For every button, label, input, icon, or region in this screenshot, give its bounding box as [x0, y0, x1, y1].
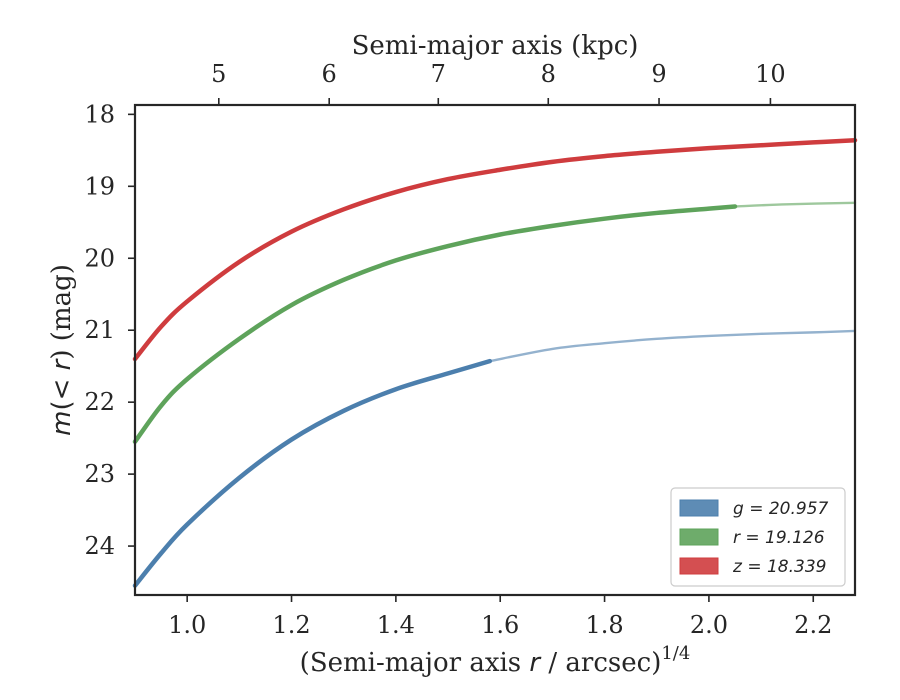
legend-label-g: g = 20.957: [733, 499, 829, 519]
x-tick-label: 1.2: [272, 611, 310, 639]
x-axis-title: (Semi-major axis r / arcsec)1/4: [300, 643, 691, 678]
legend: g = 20.957 r = 19.126 z = 18.339: [670, 487, 846, 587]
top-tick-label: 8: [541, 60, 556, 88]
x-tick-label: 1.0: [168, 611, 206, 639]
y-tick-label: 23: [84, 460, 115, 488]
x-tick-label: 1.6: [481, 611, 519, 639]
top-axis-title: Semi-major axis (kpc): [352, 31, 639, 61]
legend-label-r: r = 19.126: [733, 528, 825, 548]
y-tick-label: 24: [84, 532, 115, 560]
plot-frame: [133, 103, 857, 597]
y-tick-label: 19: [84, 172, 115, 200]
top-tick-label: 10: [755, 60, 786, 88]
series-r-extrapolated-line: [733, 201, 857, 208]
legend-swatch-z: [679, 557, 719, 575]
top-tick-label: 7: [431, 60, 446, 88]
series-z-line: [132, 138, 858, 362]
legend-swatch-g: [679, 499, 719, 517]
series-g-line: [132, 358, 493, 588]
x-tick-label: 1.8: [585, 611, 623, 639]
legend-label-z: z = 18.339: [732, 557, 826, 577]
x-axis-title-sup: 1/4: [661, 643, 690, 664]
y-tick-label: 21: [84, 316, 115, 344]
x-tick-label: 1.4: [377, 611, 415, 639]
y-tick-label: 22: [84, 388, 115, 416]
x-tick-label: 2.2: [794, 611, 832, 639]
x-axis-title-rest: / arcsec): [540, 648, 661, 678]
x-axis-title-main: (Semi-major axis: [300, 648, 530, 678]
top-tick-label: 6: [322, 60, 337, 88]
y-tick-label: 18: [84, 100, 115, 128]
y-axis-title-paren: (<: [47, 370, 77, 410]
y-axis-title-var: m: [47, 411, 77, 436]
series-layer: [132, 138, 858, 588]
legend-swatch-r: [679, 528, 719, 546]
axis-ticks: 1.0 1.2 1.4 1.6 1.8 2.0 2.2 18 19 20 21 22 23 24 5 6 7 8 9…: [84, 60, 832, 639]
x-tick-label: 2.0: [690, 611, 728, 639]
series-r-line: [132, 204, 738, 444]
y-axis-title-var2: r: [47, 357, 77, 370]
top-tick-label: 5: [211, 60, 226, 88]
top-tick-label: 9: [651, 60, 666, 88]
x-axis-title-var: r: [529, 648, 542, 678]
y-tick-label: 20: [84, 244, 115, 272]
y-axis-title: m(< r) (mag): [47, 264, 77, 436]
y-axis-title-rest: ) (mag): [47, 264, 77, 360]
series-g-extrapolated-line: [488, 329, 857, 363]
